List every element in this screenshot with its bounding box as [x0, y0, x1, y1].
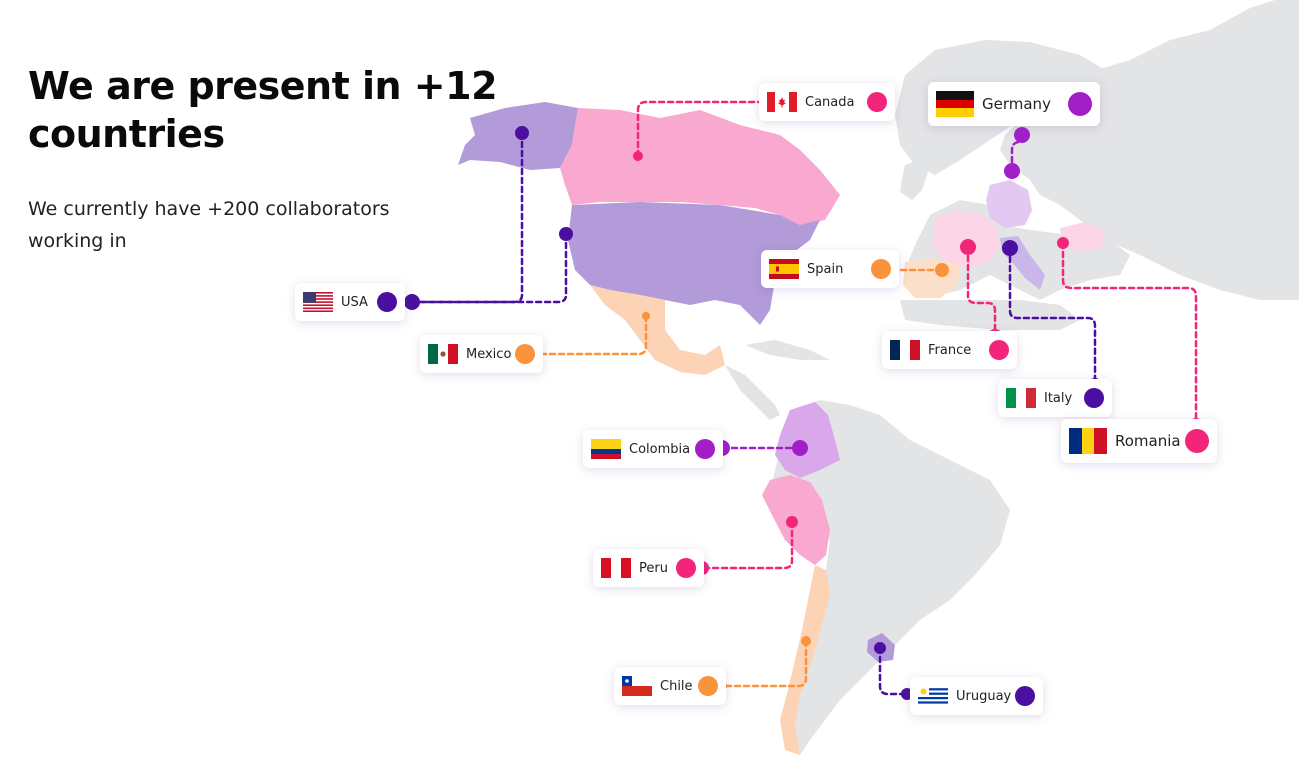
italy-connector — [1008, 246, 1097, 387]
country-name: Romania — [1115, 432, 1181, 450]
country-card-canada[interactable]: Canada — [759, 83, 895, 121]
mexico-connector — [536, 314, 648, 356]
country-card-chile[interactable]: Chile — [614, 667, 726, 705]
germany-map-dot — [1004, 163, 1020, 179]
peru-flag-icon — [601, 558, 631, 578]
spain-map-dot — [935, 263, 949, 277]
romania-map-dot — [1057, 237, 1069, 249]
germany-shape — [986, 180, 1032, 228]
colombia-flag-icon — [591, 439, 621, 459]
usa-alaska-dot — [515, 126, 529, 140]
country-dot — [698, 676, 718, 696]
chile-flag-icon — [622, 676, 652, 696]
country-name: France — [928, 342, 972, 358]
usa-shape — [568, 202, 820, 325]
mexico-map-dot — [642, 312, 650, 320]
spain-flag-icon — [769, 259, 799, 279]
country-card-mexico[interactable]: Mexico — [420, 335, 543, 373]
country-card-colombia[interactable]: Colombia — [583, 430, 723, 468]
country-dot — [1185, 429, 1209, 453]
france-flag-icon — [890, 340, 920, 360]
uruguay-connector — [878, 646, 909, 696]
usa-main-dot — [559, 227, 573, 241]
germany-connector — [1010, 133, 1024, 173]
britain-shape — [900, 160, 928, 200]
country-name: Mexico — [466, 346, 512, 362]
country-card-peru[interactable]: Peru — [593, 549, 704, 587]
mexico-flag-icon — [428, 344, 458, 364]
usa-flag-icon — [303, 292, 333, 312]
country-card-spain[interactable]: Spain — [761, 250, 899, 288]
country-dot — [515, 344, 535, 364]
country-dot — [377, 292, 397, 312]
caribbean-shape — [725, 365, 780, 420]
country-dot — [867, 92, 887, 112]
country-name: Germany — [982, 95, 1051, 113]
colombia-shape — [775, 402, 840, 478]
country-name: Peru — [639, 560, 668, 576]
mexico-shape — [590, 285, 725, 375]
chile-map-dot — [801, 636, 811, 646]
country-name: Colombia — [629, 441, 691, 457]
country-dot — [695, 439, 715, 459]
colombia-map-dot — [792, 440, 808, 456]
france-map-dot — [960, 239, 976, 255]
usa-link-dot — [404, 294, 420, 310]
romania-connector — [1061, 241, 1198, 427]
uruguay-map-dot — [874, 642, 886, 654]
country-name: Canada — [805, 94, 855, 110]
germany-link-dot — [1014, 127, 1030, 143]
chile-connector — [720, 639, 808, 688]
country-card-uruguay[interactable]: Uruguay — [910, 677, 1043, 715]
country-card-usa[interactable]: USA — [295, 283, 405, 321]
italy-flag-icon — [1006, 388, 1036, 408]
country-dot — [989, 340, 1009, 360]
country-card-romania[interactable]: Romania — [1061, 419, 1217, 463]
uruguay-flag-icon — [918, 686, 948, 706]
africa-edge-shape — [900, 300, 1080, 330]
country-name: USA — [341, 294, 368, 310]
usa-connector-main — [410, 232, 568, 304]
country-dot — [676, 558, 696, 578]
germany-flag-icon — [936, 91, 974, 117]
italy-map-dot — [1002, 240, 1018, 256]
country-dot — [871, 259, 891, 279]
country-dot — [1084, 388, 1104, 408]
eurasia-shape — [1000, 0, 1299, 300]
country-card-france[interactable]: France — [882, 331, 1017, 369]
romania-flag-icon — [1069, 428, 1107, 454]
peru-connector — [700, 520, 794, 570]
country-card-germany[interactable]: Germany — [928, 82, 1100, 126]
france-shape — [932, 210, 1000, 268]
canada-shape — [560, 108, 840, 225]
country-card-italy[interactable]: Italy — [998, 379, 1112, 417]
romania-shape — [1060, 222, 1105, 252]
country-name: Uruguay — [956, 688, 1012, 704]
south-america-shape — [770, 400, 1010, 755]
country-dot — [1068, 92, 1092, 116]
country-dot — [1015, 686, 1035, 706]
country-name: Chile — [660, 678, 693, 694]
france-connector — [966, 245, 997, 339]
canada-map-dot — [633, 151, 643, 161]
cuba-shape — [745, 340, 830, 360]
canada-flag-icon — [767, 92, 797, 112]
country-name: Spain — [807, 261, 844, 277]
peru-map-dot — [786, 516, 798, 528]
page-subtitle: We currently have +200 collaborators wor… — [28, 198, 390, 252]
country-name: Italy — [1044, 390, 1073, 406]
canada-connector — [636, 100, 762, 158]
page-title: We are present in +12 countries — [28, 64, 498, 156]
